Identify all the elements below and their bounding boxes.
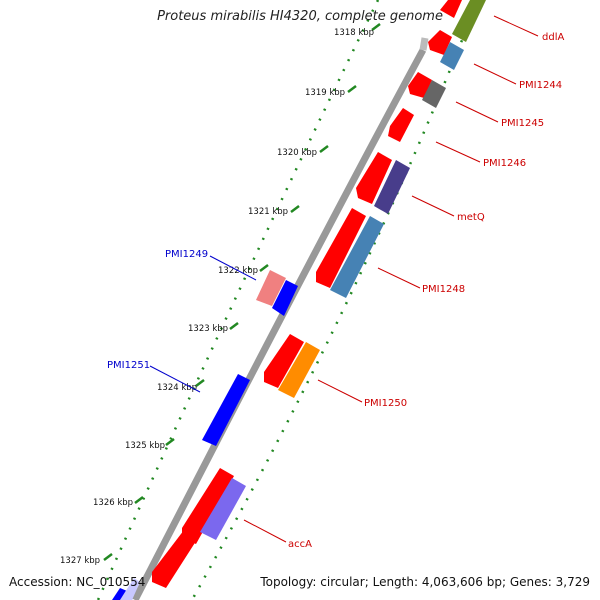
genome-backbone (131, 48, 427, 600)
tick-label: 1326 kbp (93, 498, 133, 508)
gene-label: metQ (457, 212, 485, 223)
gene-feature (202, 374, 250, 446)
genome-stats: Topology: circular; Length: 4,063,606 bp… (260, 575, 590, 589)
gene-feature (374, 160, 410, 214)
gene-label: PMI1245 (501, 118, 544, 129)
topology-value: circular (320, 575, 365, 589)
accession-info: Accession: NC_010554 (9, 575, 145, 589)
tick-marks (103, 23, 381, 561)
genes-label: Genes: (509, 575, 552, 589)
gene-feature (264, 334, 304, 388)
accession-label: Accession: (9, 575, 73, 589)
tick-label: 1320 kbp (277, 148, 317, 158)
gene-feature (422, 80, 446, 108)
gene-label: PMI1250 (364, 398, 407, 409)
gene-label: accA (288, 539, 312, 550)
tick-ring-outer (190, 19, 472, 600)
gene-feature (120, 578, 140, 600)
topology-label: Topology: (260, 575, 317, 589)
gene-label: PMI1244 (519, 80, 562, 91)
gene-label: PMI1251 (107, 360, 150, 371)
gene-feature (272, 280, 298, 316)
gene-feature (316, 208, 366, 288)
tick-label: 1324 kbp (157, 383, 197, 393)
gene-label: PMI1246 (483, 158, 526, 169)
gene-feature (388, 108, 414, 142)
gene-labels: ddlA PMI1244 PMI1245 PMI1246 metQ PMI124… (107, 32, 564, 550)
gene-feature (428, 30, 452, 55)
gene-label: ddlA (542, 32, 564, 43)
genome-backbone-highlight (419, 37, 429, 51)
length-value: 4,063,606 bp (421, 575, 502, 589)
tick-label: 1318 kbp (334, 28, 374, 38)
gene-feature (452, 0, 486, 42)
gene-feature (408, 72, 432, 98)
tick-label: 1323 kbp (188, 324, 228, 334)
tick-label: 1325 kbp (125, 441, 165, 451)
gene-feature (356, 152, 392, 204)
length-label: Length: (372, 575, 419, 589)
gene-feature (152, 530, 198, 588)
tick-label: 1319 kbp (305, 88, 345, 98)
genes-value: 3,729 (555, 575, 590, 589)
gene-feature (330, 216, 384, 298)
map-title: Proteus mirabilis HI4320, complete genom… (157, 9, 443, 24)
gene-feature (200, 478, 246, 540)
gene-features (112, 0, 486, 600)
gene-label: PMI1249 (165, 249, 208, 260)
leader-lines (149, 15, 539, 543)
gene-feature (256, 270, 286, 306)
gene-feature (440, 0, 462, 18)
gene-feature (182, 468, 234, 544)
tick-label: 1321 kbp (248, 207, 288, 217)
gene-feature (278, 342, 320, 398)
tick-label: 1327 kbp (60, 556, 100, 566)
gene-label: PMI1248 (422, 284, 465, 295)
gene-feature (440, 42, 464, 70)
accession-value: NC_010554 (76, 575, 146, 589)
